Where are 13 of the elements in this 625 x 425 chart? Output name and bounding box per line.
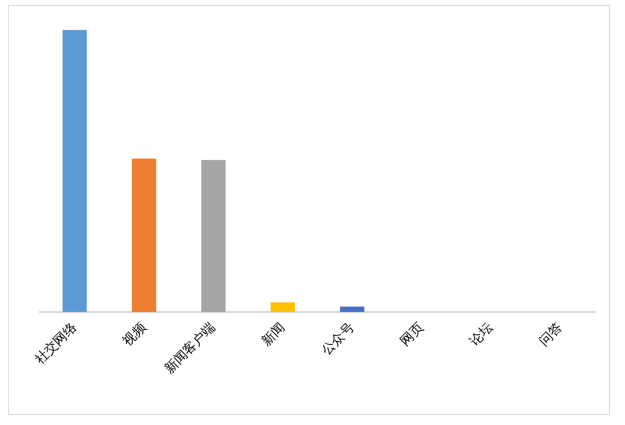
x-tick-label: 问答 — [536, 320, 566, 350]
bar — [340, 306, 364, 312]
x-tick-label: 论坛 — [467, 320, 496, 350]
x-tick-label: 社交网络 — [32, 319, 80, 368]
bar — [62, 30, 87, 312]
bar — [270, 302, 295, 312]
bar — [201, 160, 226, 312]
x-tick-label: 视频 — [120, 320, 150, 350]
x-tick-label: 新闻 — [259, 320, 288, 350]
x-tick-label: 新闻客户端 — [161, 319, 219, 377]
x-tick-label: 网页 — [398, 320, 427, 350]
bar — [132, 158, 156, 312]
x-tick-label: 公众号 — [319, 320, 358, 358]
